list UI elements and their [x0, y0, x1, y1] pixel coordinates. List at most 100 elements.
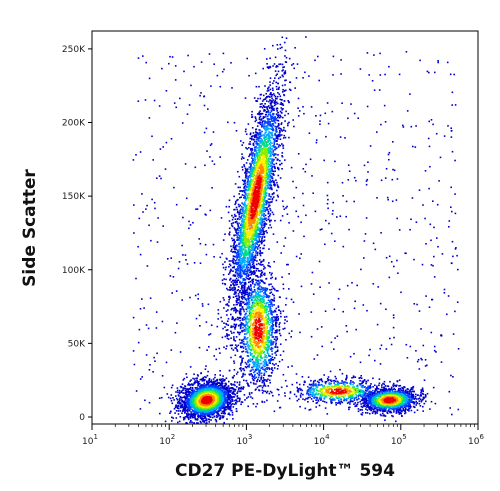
event-dot [174, 406, 177, 409]
event-dot [189, 415, 191, 418]
event-dot [147, 327, 150, 330]
event-dot [277, 123, 280, 125]
event-dot [385, 256, 388, 259]
event-dot [186, 388, 188, 390]
event-dot [302, 106, 304, 108]
event-dot [271, 285, 274, 288]
event-dot [195, 208, 197, 210]
event-dot [251, 157, 253, 159]
event-dot [273, 80, 275, 82]
event-dot [328, 222, 330, 225]
event-dot [400, 409, 402, 411]
event-dot [392, 316, 395, 319]
event-dot [239, 196, 241, 199]
event-dot [194, 416, 196, 418]
event-dot [194, 387, 197, 389]
event-dot [192, 377, 194, 380]
event-dot [144, 399, 146, 402]
event-dot [231, 344, 234, 346]
event-dot [454, 104, 457, 106]
event-dot [406, 357, 409, 359]
event-dot [380, 232, 382, 234]
event-dot [279, 110, 282, 113]
event-dot [240, 277, 242, 279]
event-dot [239, 304, 241, 307]
event-dot [177, 401, 180, 403]
event-dot [273, 338, 276, 340]
event-dot [175, 391, 177, 393]
event-dot [366, 178, 369, 181]
event-dot [256, 380, 258, 382]
event-dot [278, 132, 281, 134]
event-dot [253, 148, 256, 150]
event-dot [386, 390, 389, 392]
event-dot [254, 149, 257, 151]
event-dot [421, 389, 424, 391]
event-dot [283, 89, 286, 92]
event-dot [396, 380, 399, 383]
event-dot [404, 411, 407, 414]
event-dot [258, 288, 260, 291]
event-dot [386, 385, 389, 387]
event-dot [270, 358, 272, 360]
event-dot [360, 399, 363, 402]
event-dot [279, 138, 282, 140]
event-dot [187, 406, 190, 408]
event-dot [262, 258, 265, 261]
event-dot [261, 233, 264, 236]
event-dot [276, 184, 279, 186]
event-dot [369, 391, 371, 394]
event-dot [213, 355, 215, 357]
event-dot [272, 394, 274, 397]
event-dot [246, 182, 248, 184]
event-dot [282, 373, 285, 376]
event-dot [258, 232, 260, 235]
event-dot [377, 388, 380, 390]
event-dot [351, 377, 353, 379]
event-dot [353, 176, 356, 179]
event-dot [237, 225, 240, 228]
event-dot [276, 388, 279, 391]
event-dot [264, 210, 266, 213]
event-dot [397, 410, 400, 412]
event-dot [251, 137, 253, 140]
event-dot [264, 368, 267, 370]
event-dot [160, 177, 162, 180]
event-dot [132, 350, 135, 352]
event-dot [234, 251, 237, 254]
event-dot [187, 54, 189, 57]
event-dot [230, 387, 232, 389]
event-dot [184, 411, 186, 413]
event-dot [216, 380, 219, 382]
event-dot [389, 407, 391, 410]
event-dot [276, 181, 278, 184]
event-dot [282, 350, 285, 353]
event-dot [309, 386, 312, 389]
event-dot [184, 389, 187, 392]
event-dot [251, 366, 254, 369]
event-dot [177, 421, 179, 424]
event-dot [271, 347, 274, 350]
event-dot [273, 309, 276, 312]
event-dot [250, 373, 252, 375]
event-dot [270, 95, 273, 98]
event-dot [321, 345, 323, 348]
event-dot [365, 381, 368, 383]
event-dot [271, 359, 274, 361]
event-dot [370, 400, 372, 402]
event-dot [268, 358, 270, 361]
event-dot [283, 134, 286, 137]
event-dot [393, 265, 395, 268]
event-dot [434, 402, 437, 405]
event-dot [221, 391, 224, 393]
event-dot [259, 290, 262, 292]
event-dot [180, 406, 182, 409]
event-dot [276, 400, 279, 402]
event-dot [319, 378, 321, 381]
event-dot [274, 101, 277, 103]
event-dot [217, 382, 220, 384]
event-dot [266, 390, 269, 393]
event-dot [455, 247, 457, 249]
event-dot [238, 222, 240, 225]
event-dot [243, 191, 246, 193]
